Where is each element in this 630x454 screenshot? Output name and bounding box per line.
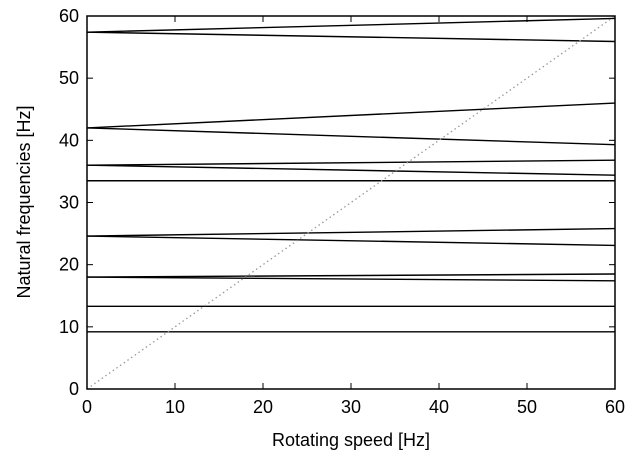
x-tick-label: 60 bbox=[605, 397, 625, 417]
series-line-9 bbox=[86, 164, 616, 176]
series-line-13 bbox=[86, 31, 616, 43]
y-tick-label: 30 bbox=[59, 193, 79, 213]
reference-line-1x bbox=[86, 15, 616, 390]
series-group bbox=[86, 15, 616, 390]
y-axis-ticks: 0 10 20 30 40 50 60 bbox=[59, 6, 615, 399]
x-axis-label: Rotating speed [Hz] bbox=[272, 430, 430, 450]
x-tick-label: 40 bbox=[429, 397, 449, 417]
series-line-4 bbox=[86, 276, 616, 282]
y-tick-label: 10 bbox=[59, 317, 79, 337]
y-tick-label: 40 bbox=[59, 130, 79, 150]
series-line-12 bbox=[86, 17, 616, 33]
y-tick-label: 60 bbox=[59, 6, 79, 26]
x-tick-label: 30 bbox=[341, 397, 361, 417]
series-line-6 bbox=[86, 235, 616, 247]
y-axis-label: Natural frequencies [Hz] bbox=[14, 105, 34, 298]
series-line-10 bbox=[86, 102, 616, 129]
x-tick-label: 0 bbox=[82, 397, 92, 417]
series-line-11 bbox=[86, 127, 616, 146]
plot-frame bbox=[86, 15, 616, 390]
y-tick-label: 20 bbox=[59, 255, 79, 275]
series-line-3 bbox=[86, 273, 616, 278]
x-axis-ticks: 0 10 20 30 40 50 60 bbox=[82, 16, 625, 417]
series-line-5 bbox=[86, 227, 616, 237]
y-tick-label: 50 bbox=[59, 68, 79, 88]
x-tick-label: 20 bbox=[253, 397, 273, 417]
x-tick-label: 50 bbox=[517, 397, 537, 417]
y-tick-label: 0 bbox=[69, 379, 79, 399]
x-tick-label: 10 bbox=[165, 397, 185, 417]
series-line-8 bbox=[86, 159, 616, 166]
